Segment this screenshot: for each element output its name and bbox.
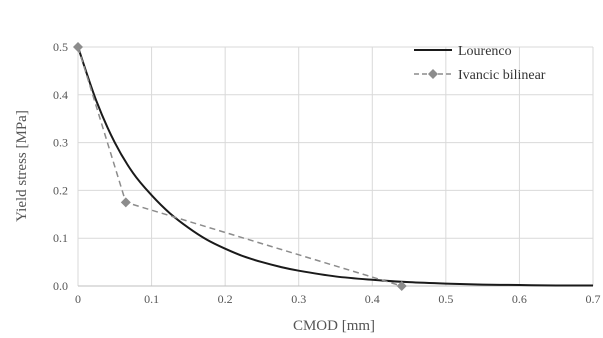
x-tick-label: 0 [75,292,81,306]
series-line-lourenco [77,46,594,287]
y-tick-label: 0.0 [53,279,68,293]
grid [77,46,594,286]
x-tick-label: 0.1 [144,292,159,306]
x-tick-label: 0.3 [291,292,306,306]
x-axis-title: CMOD [mm] [293,318,375,334]
data-point-ivancic-bilinear [73,42,83,52]
y-axis-title: Yield stress [MPa] [14,110,30,222]
series-layer [73,42,594,291]
data-point-ivancic-bilinear [396,281,407,291]
x-tick-label: 0.5 [438,292,453,306]
x-tick-label: 0.7 [586,292,601,306]
y-tick-label: 0.4 [53,88,68,102]
data-point-ivancic-bilinear [120,197,131,208]
legend-label-ivancic-bilinear: Ivancic bilinear [458,68,546,83]
y-tick-label: 0.3 [53,136,68,150]
legend: Lourenco Ivancic bilinear [414,44,546,83]
y-tick-label: 0.1 [53,231,68,245]
series-line-ivancic-bilinear [77,46,402,287]
y-tick-label: 0.5 [53,40,68,54]
tick-labels: 0.0 0.1 0.2 0.3 0.4 0.5 0 0.1 0.2 0.3 0.4 0.5 0.6 0.7 [53,40,601,306]
legend-marker-ivancic-bilinear [428,69,438,79]
legend-label-lourenco: Lourenco [458,44,512,59]
x-tick-label: 0.4 [365,292,380,306]
x-tick-label: 0.2 [218,292,233,306]
y-tick-label: 0.2 [53,183,68,197]
x-tick-label: 0.6 [512,292,527,306]
